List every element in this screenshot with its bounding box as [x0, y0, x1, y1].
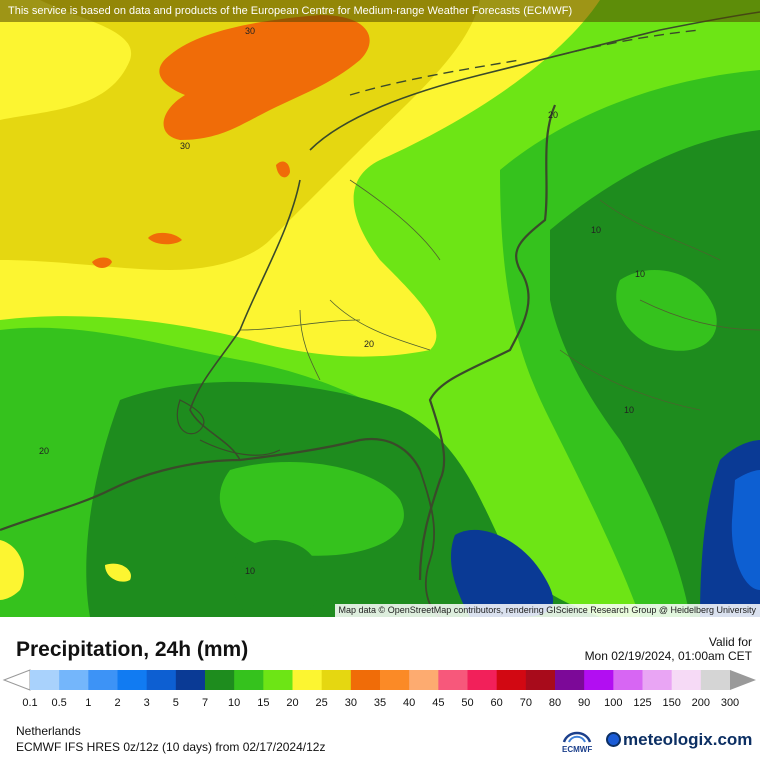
meteologix-logo[interactable]: meteologix.com — [606, 730, 752, 750]
colorbar-tick-label: 20 — [286, 697, 299, 709]
colorbar-swatch — [88, 670, 118, 690]
precip-zone-10-pocket — [616, 270, 717, 351]
colorbar-tick-label: 200 — [691, 697, 711, 709]
colorbar-swatch — [671, 670, 702, 690]
colorbar-tick-label: 15 — [257, 697, 270, 709]
precip-zone-7-east — [550, 130, 760, 617]
colorbar — [2, 669, 756, 691]
colorbar-tick-label: 25 — [315, 697, 328, 709]
valid-date: Mon 02/19/2024, 01:00am CET — [584, 649, 752, 663]
precip-zone-20-small — [105, 563, 131, 582]
colorbar-tick-label: 125 — [633, 697, 652, 709]
colorbar-tick-label: 10 — [228, 697, 241, 709]
colorbar-tick-label: 0.1 — [22, 697, 38, 709]
valid-label: Valid for — [708, 635, 752, 649]
colorbar-swatch — [613, 670, 643, 690]
colorbar-tick-label: 150 — [662, 697, 681, 709]
region-name: Netherlands — [16, 724, 81, 738]
colorbar-swatch — [263, 670, 293, 690]
colorbar-swatch — [59, 670, 89, 690]
zeeland-island — [176, 399, 205, 435]
meteologix-logo-text: meteologix.com — [623, 730, 753, 749]
country-border-belgium — [0, 437, 421, 532]
colorbar-tick-label: 40 — [403, 697, 416, 709]
ecmwf-logo-icon — [562, 731, 592, 743]
coastline-holland — [189, 179, 301, 461]
colorbar-tick-label: 7 — [201, 697, 209, 709]
colorbar-swatch — [584, 670, 614, 690]
precipitation-map[interactable] — [0, 0, 760, 617]
colorbar-swatch — [438, 670, 468, 690]
colorbar-swatch — [496, 670, 527, 690]
scheldt-estuary — [199, 439, 281, 456]
colorbar-swatch — [234, 670, 264, 690]
precip-zone-30-small-1 — [148, 232, 182, 245]
colorbar-swatch — [117, 670, 148, 690]
colorbar-swatch — [700, 670, 731, 690]
precip-zone-7-bottom — [231, 540, 320, 617]
colorbar-swatch — [205, 670, 235, 690]
map-canvas — [0, 0, 760, 617]
colorbar-tick-label: 50 — [461, 697, 474, 709]
colorbar-swatch — [30, 670, 60, 690]
contour-label: 10 — [591, 225, 602, 235]
ecmwf-banner: This service is based on data and produc… — [0, 0, 760, 22]
wadden-islands — [349, 29, 701, 96]
precip-zone-5-south — [450, 529, 554, 617]
colorbar-tick-label: 90 — [578, 697, 591, 709]
colorbar-swatch — [292, 670, 323, 690]
contour-label: 30 — [245, 26, 256, 36]
precip-zone-25 — [0, 0, 480, 270]
contour-label: 20 — [548, 110, 559, 120]
colorbar-tick-label: 3 — [143, 697, 150, 709]
colorbar-swatch — [380, 670, 410, 690]
colorbar-swatch — [409, 670, 439, 690]
map-title: Precipitation, 24h (mm) — [16, 638, 249, 661]
meteologix-globe-icon — [606, 732, 621, 747]
colorbar-tick-label: 35 — [373, 697, 387, 709]
contour-label: 10 — [624, 405, 635, 415]
colorbar-swatch — [321, 670, 352, 690]
colorbar-tick-label: 300 — [720, 697, 740, 709]
colorbar-swatch — [146, 670, 177, 690]
colorbar-tick-label: 0.5 — [51, 697, 67, 709]
country-border-germany — [418, 104, 557, 581]
colorbar-over-arrow — [730, 670, 756, 690]
colorbar-tick-label: 45 — [432, 697, 445, 709]
contour-label: 20 — [39, 446, 50, 456]
precip-zone-30-small-2 — [92, 257, 112, 268]
contour-label: 20 — [364, 339, 375, 349]
precip-zone-20-sw — [0, 540, 24, 600]
colorbar-swatch — [350, 670, 381, 690]
colorbar-swatch — [467, 670, 498, 690]
model-info: ECMWF IFS HRES 0z/12z (10 days) from 02/… — [16, 740, 326, 754]
colorbar-under-arrow — [2, 669, 31, 691]
colorbar-tick-label: 70 — [519, 697, 532, 709]
map-attribution[interactable]: Map data © OpenStreetMap contributors, r… — [334, 604, 760, 617]
german-state-borders — [559, 199, 760, 411]
contour-label: 30 — [180, 141, 191, 151]
colorbar-swatch — [525, 670, 556, 690]
contour-label: 10 — [245, 566, 256, 576]
colorbar-tick-label: 2 — [114, 697, 121, 709]
precip-zone-10-island — [219, 461, 404, 556]
colorbar-tick-label: 1 — [85, 697, 92, 709]
colorbar-tick-label: 30 — [344, 697, 357, 709]
province-borders — [239, 179, 441, 381]
colorbar-tick-label: 80 — [548, 697, 562, 709]
colorbar-tick-label: 100 — [604, 697, 623, 709]
colorbar-swatch — [642, 670, 673, 690]
ecmwf-logo-text: ECMWF — [562, 745, 593, 754]
precip-zone-30-dot — [276, 161, 290, 178]
precip-zone-3-east — [731, 470, 760, 590]
colorbar-swatch — [175, 670, 206, 690]
colorbar-tick-label: 5 — [172, 697, 179, 709]
precip-zone-30-north — [159, 15, 370, 140]
contour-label: 10 — [635, 269, 646, 279]
colorbar-swatch — [555, 670, 585, 690]
colorbar-tick-label: 60 — [490, 697, 503, 709]
